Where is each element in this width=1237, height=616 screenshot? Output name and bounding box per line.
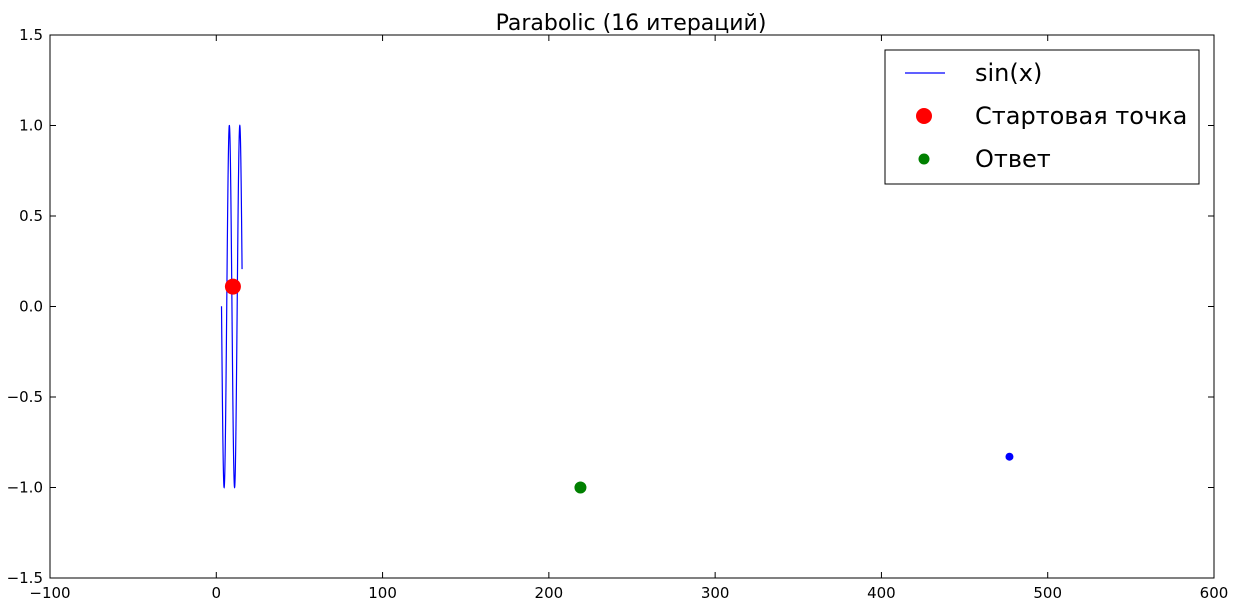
y-tick-label: −0.5 bbox=[7, 388, 43, 406]
y-tick-label: 0.5 bbox=[19, 207, 43, 225]
legend-label: Ответ bbox=[975, 145, 1051, 173]
y-tick-label: −1.0 bbox=[7, 479, 43, 497]
legend-label: sin(x) bbox=[975, 59, 1042, 87]
x-tick-label: 300 bbox=[701, 584, 730, 602]
legend: sin(x) Стартовая точка Ответ bbox=[884, 49, 1200, 185]
legend-marker-swatch bbox=[916, 108, 932, 124]
x-tick-label: 0 bbox=[212, 584, 222, 602]
legend-box bbox=[884, 49, 1200, 185]
plot-area bbox=[220, 124, 1014, 494]
chart-title: Parabolic (16 итераций) bbox=[496, 11, 767, 36]
scatter-point-3-0 bbox=[1005, 452, 1014, 461]
x-tick-label: −100 bbox=[29, 584, 70, 602]
y-tick-label: 1.5 bbox=[19, 26, 43, 44]
x-tick-label: 100 bbox=[368, 584, 397, 602]
axes: −100 0 100 200 300 400 500 600 −1.5 −1.0 −0.5 0.0 0.… bbox=[7, 26, 1229, 602]
x-tick-label: 600 bbox=[1200, 584, 1229, 602]
legend-label: Стартовая точка bbox=[975, 102, 1187, 130]
scatter-point-2-0 bbox=[574, 481, 587, 494]
x-tick-label: 200 bbox=[535, 584, 564, 602]
y-tick-label: 0.0 bbox=[19, 298, 43, 316]
scatter-point-1-0 bbox=[224, 278, 241, 295]
x-tick-label: 400 bbox=[867, 584, 896, 602]
series-line-sin bbox=[220, 124, 243, 489]
x-tick-label: 500 bbox=[1033, 584, 1062, 602]
legend-marker-swatch bbox=[918, 153, 930, 165]
y-tick-label: 1.0 bbox=[19, 117, 43, 135]
y-tick-label: −1.5 bbox=[7, 569, 43, 587]
